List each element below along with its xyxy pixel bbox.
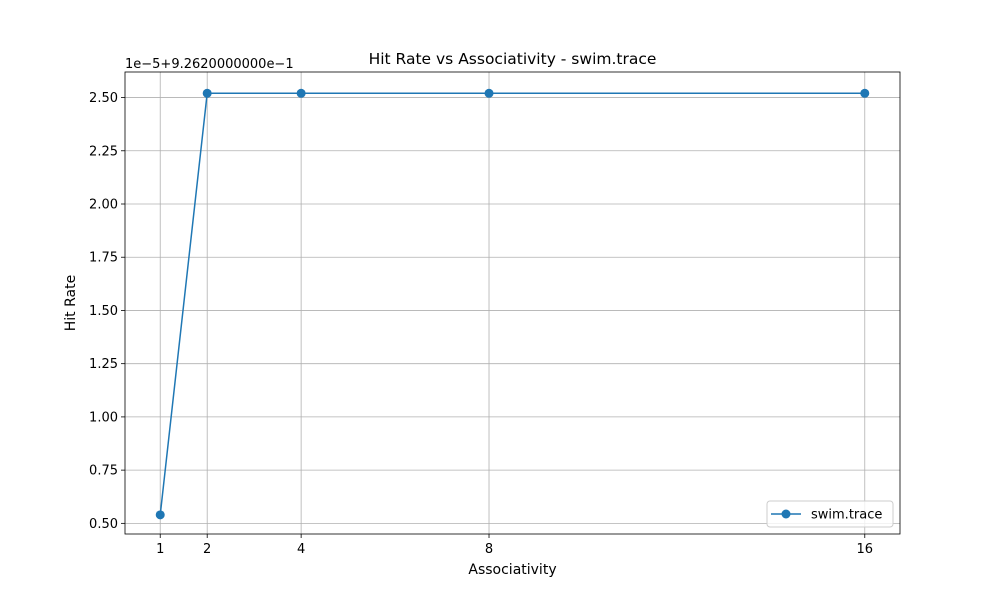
y-tick-label: 0.50 [89, 517, 118, 532]
y-tick-label: 1.75 [89, 251, 118, 266]
legend-box [766, 500, 894, 528]
grid [125, 72, 900, 534]
data-point [202, 88, 212, 98]
x-axis-ticks: 1 2 4 8 16 [156, 534, 873, 557]
plot-frame [124, 71, 901, 535]
y-axis-label: Hit Rate [63, 275, 79, 331]
legend: swim.trace [766, 500, 894, 528]
y-tick-label: 1.00 [89, 410, 118, 425]
y-axis-ticks: 0.50 0.75 1.00 1.25 1.50 1.75 2.00 2.25 2.50 [89, 91, 125, 532]
y-tick-label: 2.25 [89, 144, 118, 159]
data-point [484, 88, 494, 98]
x-tick-label: 2 [203, 542, 211, 557]
chart-title: Hit Rate vs Associativity - swim.trace [369, 50, 657, 68]
y-tick-label: 2.50 [89, 91, 118, 106]
x-tick-label: 4 [297, 542, 305, 557]
y-offset-label: 1e−5+9.2620000000e−1 [125, 57, 294, 72]
x-tick-label: 8 [485, 542, 493, 557]
x-axis-label: Associativity [468, 562, 556, 578]
data-point [860, 88, 870, 98]
data-point [296, 88, 306, 98]
y-tick-label: 1.50 [89, 304, 118, 319]
y-tick-label: 0.75 [89, 464, 118, 479]
data-point [155, 510, 165, 520]
legend-marker-swim-trace [781, 509, 791, 519]
legend-label-swim-trace: swim.trace [811, 508, 882, 523]
series-layer [155, 88, 870, 520]
y-tick-label: 1.25 [89, 357, 118, 372]
x-tick-label: 1 [156, 542, 164, 557]
x-tick-label: 16 [856, 542, 873, 557]
y-tick-label: 2.00 [89, 198, 118, 213]
